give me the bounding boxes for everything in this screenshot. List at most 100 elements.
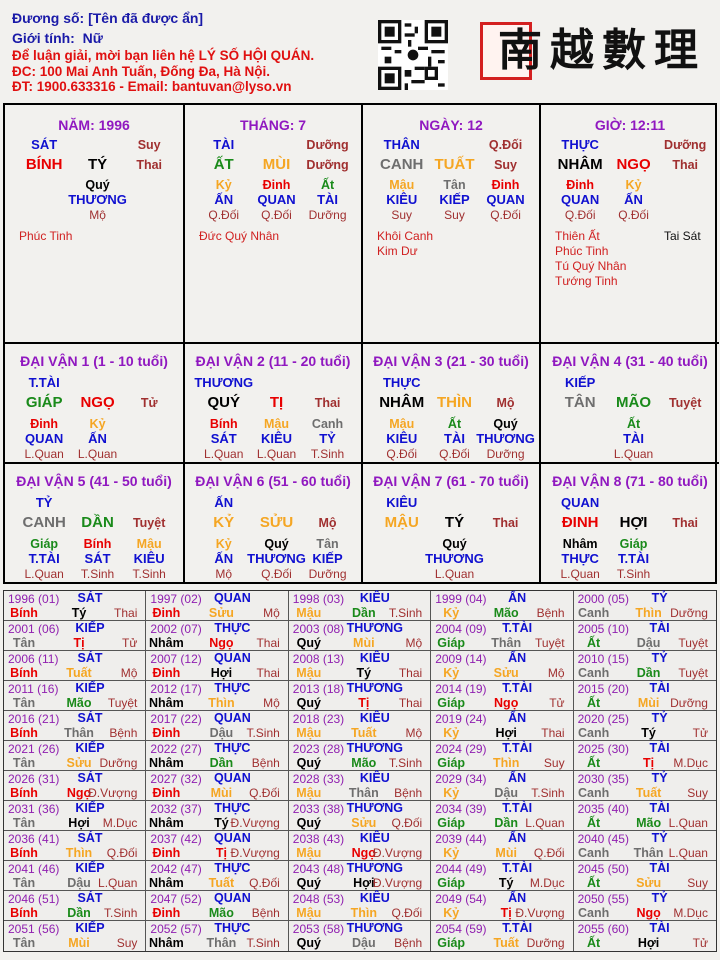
- hidden-ten-god: ẤN: [624, 192, 643, 207]
- hidden-stem: Đinh: [262, 178, 291, 192]
- hidden-phase: T.Sinh: [310, 447, 345, 461]
- stem-ten-god: THƯƠNG: [194, 375, 254, 390]
- year-label: 2053 (58): [292, 922, 345, 936]
- year-stem: Canh: [577, 726, 610, 740]
- hidden-stem: Bính: [209, 417, 238, 431]
- year-branch: Thân: [64, 726, 94, 740]
- year-branch: Dậu: [67, 876, 91, 890]
- year-label: 2001 (06): [8, 622, 60, 636]
- year-stem: Tân: [12, 816, 36, 830]
- luck-pillar-box: ĐẠI VẬN 1 (1 - 10 tuổi) T.TÀI GIÁP NGỌ Tử Đin…: [5, 344, 185, 464]
- year-ten-god: KIẾP: [75, 621, 105, 635]
- year-stem: Quý: [296, 816, 321, 830]
- year-label: 2023 (28): [292, 742, 345, 756]
- year-label: 2013 (18): [292, 682, 345, 696]
- year-branch: Dậu: [351, 936, 376, 950]
- pillar-box: GIỜ: 12:11 THỰC Dưỡng NHÂM NGỌ Thai Đinh QUAN Q.…: [541, 105, 719, 344]
- year-label: 1998 (03): [292, 592, 345, 606]
- hidden-stem: Tân: [443, 178, 466, 192]
- pillar-title: ĐẠI VẬN 2 (11 - 20 tuổi): [195, 353, 351, 369]
- year-cell: 2053 (58) THƯƠNG Quý Dậu Bệnh: [289, 921, 432, 951]
- year-phase: L.Quan: [98, 876, 138, 890]
- hidden-phase: L.Quan: [24, 447, 64, 461]
- hidden-stem: Đinh: [30, 417, 59, 431]
- earthly-branch: DẦN: [81, 514, 114, 531]
- year-branch: Sửu: [66, 756, 92, 770]
- year-branch: Tý: [498, 876, 514, 890]
- earthly-branch: NGỌ: [616, 156, 651, 173]
- luck-pillar-box: ĐẠI VẬN 6 (51 - 60 tuổi) ẤN KỶ SỬU Mộ Kỷ ẤN Mộ Q…: [185, 464, 363, 582]
- stem-phase: Dưỡng: [306, 138, 349, 152]
- contact-line-1: Để luận giải, mời bạn liên hệ LÝ SỐ HỘI …: [12, 48, 315, 63]
- year-cell: 2022 (27) THỰC Nhâm Dần Bệnh: [146, 741, 289, 771]
- year-label: 2007 (12): [150, 652, 202, 666]
- year-ten-god: TỶ: [651, 651, 668, 665]
- hidden-stem: Nhâm: [562, 537, 598, 551]
- year-stem: Tân: [12, 696, 36, 710]
- year-ten-god: THƯƠNG: [346, 801, 404, 815]
- year-ten-god: KIẾP: [75, 801, 105, 815]
- year-label: 2044 (49): [435, 862, 487, 876]
- gender-label: Giới tính:: [12, 30, 75, 46]
- year-stem: Giáp: [437, 876, 466, 890]
- year-stem: Giáp: [437, 816, 466, 830]
- year-label: 2006 (11): [8, 652, 59, 666]
- year-cell: 2026 (31) SÁT Bính Ngọ Đ.Vượng: [4, 771, 147, 801]
- year-branch: Thân: [491, 636, 522, 650]
- hidden-phase: Mộ: [89, 208, 106, 222]
- year-ten-god: TÀI: [649, 801, 670, 815]
- year-cell: 2013 (18) THƯƠNG Quý Tị Thai: [288, 681, 432, 711]
- year-cell: 2009 (14) ẤN Kỷ Sửu Mộ: [431, 651, 574, 681]
- year-label: 2024 (29): [435, 742, 487, 756]
- hidden-ten-god: TỶ: [319, 431, 336, 446]
- year-ten-god: T.TÀI: [502, 861, 533, 875]
- year-stem: Bính: [10, 786, 38, 800]
- year-stem: Kỷ: [443, 666, 460, 680]
- year-branch: Thân: [633, 846, 664, 860]
- year-phase: Tuyệt: [535, 636, 565, 650]
- stem-ten-god: KIÊU: [386, 495, 418, 510]
- year-phase: Thai: [114, 606, 138, 620]
- year-ten-god: T.TÀI: [502, 681, 533, 695]
- year-cell: 2052 (57) THỰC Nhâm Thân T.Sinh: [146, 921, 289, 951]
- year-ten-god: THƯƠNG: [346, 681, 404, 695]
- pillar-title: ĐẠI VẬN 7 (61 - 70 tuổi): [373, 473, 529, 489]
- branch-phase: Thai: [672, 516, 699, 530]
- year-stem: Nhâm: [149, 756, 184, 770]
- year-ten-god: QUAN: [213, 591, 251, 605]
- year-label: 2012 (17): [150, 682, 202, 696]
- year-phase: Đ.Vượng: [372, 876, 423, 890]
- year-phase: Tử: [692, 726, 708, 740]
- year-label: 2034 (39): [435, 802, 487, 816]
- year-branch: Ngọ: [351, 846, 376, 860]
- hidden-ten-god: SÁT: [84, 551, 111, 566]
- contact-line-3: ĐT: 1900.633316 - Email: bantuvan@lyso.v…: [12, 79, 292, 94]
- year-cell: 2037 (42) QUAN Đinh Tị Đ.Vượng: [146, 831, 289, 861]
- year-ten-god: ẤN: [508, 651, 527, 665]
- year-phase: Q.Đối: [106, 846, 138, 860]
- year-cell: 2016 (21) SÁT Bính Thân Bệnh: [4, 711, 147, 741]
- pillar-title: ĐẠI VẬN 4 (31 - 40 tuổi): [552, 353, 708, 369]
- year-label: 2042 (47): [150, 862, 202, 876]
- year-label: 1997 (02): [150, 592, 202, 606]
- year-branch: Tị: [215, 846, 227, 860]
- year-stem: Mậu: [296, 726, 322, 740]
- hidden-ten-god: TÀI: [317, 192, 339, 207]
- year-label: 2046 (51): [8, 892, 60, 906]
- year-branch: Mùi: [353, 636, 375, 650]
- year-label: 2036 (41): [8, 832, 60, 846]
- year-cell: 2046 (51) SÁT Bính Dần T.Sinh: [4, 891, 147, 921]
- pillar-title: ĐẠI VẬN 3 (21 - 30 tuổi): [373, 353, 529, 369]
- heavenly-stem: NHÂM: [557, 156, 603, 173]
- year-phase: M.Dục: [673, 906, 708, 920]
- year-stem: Đinh: [152, 786, 181, 800]
- year-stem: Mậu: [296, 606, 322, 620]
- year-branch: Mùi: [637, 696, 660, 710]
- year-branch: Sửu: [636, 876, 662, 890]
- year-cell: 2005 (10) TÀI Ất Dậu Tuyệt: [573, 621, 716, 651]
- year-branch: Tị: [73, 636, 85, 650]
- year-label: 2029 (34): [435, 772, 487, 786]
- earthly-branch: TÝ: [87, 156, 108, 173]
- hidden-ten-god: QUAN: [25, 431, 64, 446]
- luck-pillar-box: ĐẠI VẬN 8 (71 - 80 tuổi) QUAN ĐINH HỢI Thai N…: [541, 464, 719, 582]
